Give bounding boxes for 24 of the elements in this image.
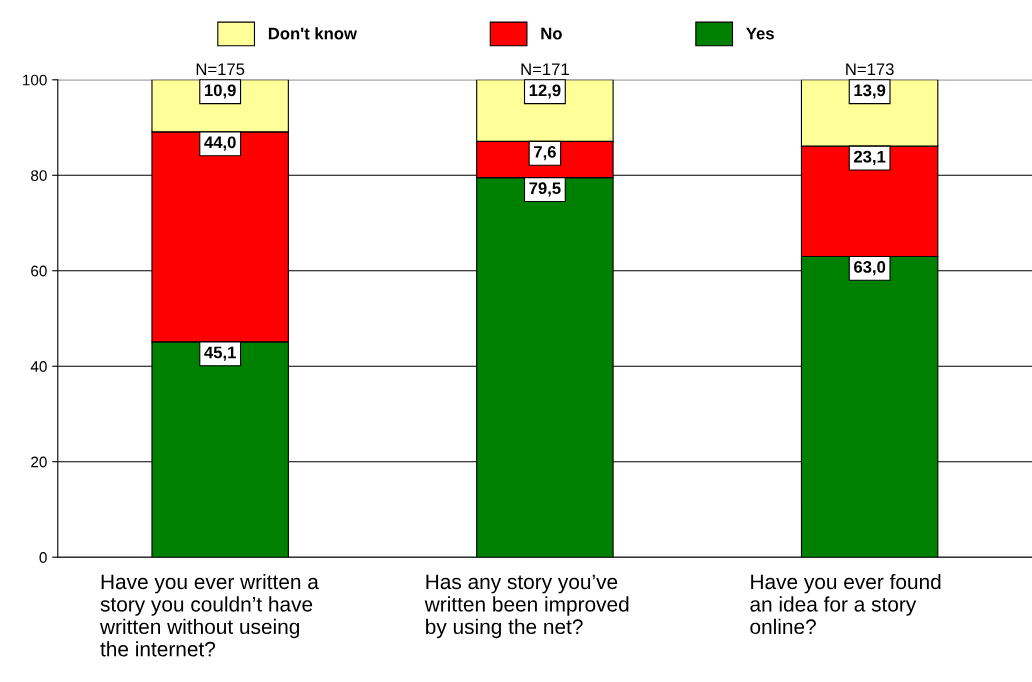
data-label: 7,6 [534,145,556,161]
y-tick-label: 60 [31,265,47,277]
text: N=173 [846,63,894,76]
x-tick-label: Have you ever written a story you couldn’t have written without useing the internet? [99,573,319,657]
legend-label: No [541,27,562,40]
y-tick-label: 0 [39,552,47,563]
data-label: 63,0 [854,261,886,276]
y-tick-label: 80 [31,170,47,181]
x-tick-label: Has any story you’ve written been improved by using the net? [424,574,629,639]
data-label: 12,9 [529,84,561,99]
text: N=175 [196,63,245,76]
legend-label: Don't know [268,27,357,40]
data-label: 13,9 [854,84,886,99]
y-tick-label: 20 [31,456,47,468]
y-tick-label: 40 [30,361,47,372]
y-tick-label: 100 [23,74,47,86]
data-label: 45,1 [204,346,236,361]
legend-label: Yes [746,27,774,40]
text: N=171 [521,63,569,75]
data-label: 79,5 [529,182,561,197]
data-label: 44,0 [204,136,236,151]
data-label: 23,1 [853,150,886,165]
x-tick-label: Have you ever found an idea for a story online? [750,573,941,635]
data-label: 10,9 [204,84,236,99]
